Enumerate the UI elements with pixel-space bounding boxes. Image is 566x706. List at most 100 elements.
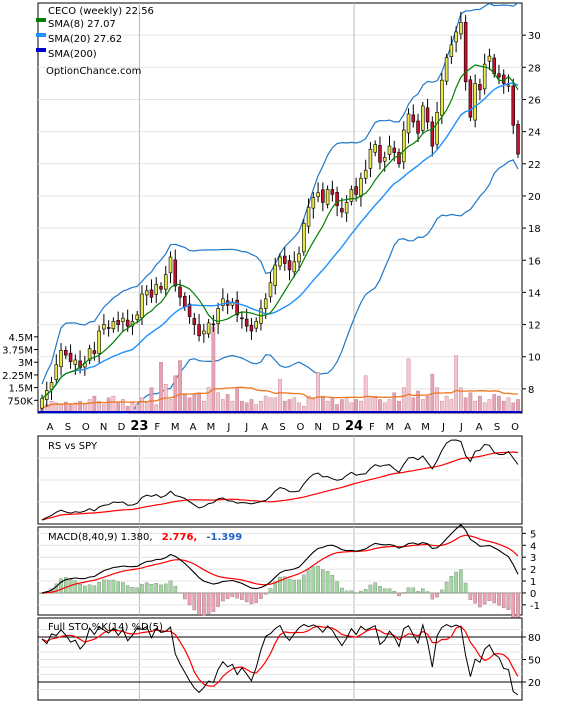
macd-histogram-bar (430, 592, 435, 600)
volume-bar (363, 375, 368, 414)
legend-swatch-sma20 (36, 33, 46, 37)
volume-bar (378, 399, 382, 414)
volume-bar (449, 399, 454, 414)
price-tick-label: 8 (528, 385, 534, 396)
macd-hist-value: -1.399 (206, 532, 242, 543)
macd-tick-label: 2 (530, 565, 536, 576)
macd-histogram-bar (121, 582, 125, 594)
macd-histogram-bar (183, 592, 187, 600)
macd-histogram-bar (221, 592, 225, 602)
candle-body (449, 44, 454, 58)
candle-body (97, 330, 101, 354)
volume-bar (478, 395, 482, 414)
macd-histogram-bar (102, 579, 106, 594)
x-axis-label: M (385, 422, 394, 433)
rs-average-line (41, 451, 519, 521)
macd-histogram-bar (73, 580, 78, 594)
macd-tick-label: -1 (530, 601, 540, 612)
macd-histogram-bar (192, 592, 197, 611)
candle-body (249, 324, 254, 332)
sto-tick-label: 80 (528, 633, 541, 644)
macd-value: MACD(8,40,9) 1.380, (48, 532, 153, 543)
x-axis-label: F (369, 422, 375, 433)
macd-histogram-bar (116, 581, 120, 594)
volume-bar (344, 397, 349, 414)
macd-histogram-bar (282, 576, 287, 594)
volume-bar (268, 397, 273, 414)
macd-histogram-bar (340, 587, 344, 594)
sto-k-line (41, 622, 519, 696)
macd-histogram-bar (392, 591, 397, 594)
macd-tick-label: 1 (530, 577, 536, 588)
price-panel (37, 2, 523, 414)
sto-title: Full STO %K(14) %D(5) (48, 622, 163, 633)
sma20-line (41, 82, 519, 400)
price-tick-label: 28 (528, 63, 541, 74)
candle-body (482, 63, 487, 90)
legend-sma200: SMA(200) (48, 49, 97, 60)
x-axis-label: J (441, 422, 445, 433)
legend-swatch-sma8 (36, 18, 46, 22)
macd-histogram-bar (292, 579, 297, 594)
macd-histogram-bar (273, 581, 278, 594)
candle-body (401, 129, 406, 163)
macd-histogram-bar (468, 592, 473, 600)
candle-body (40, 398, 44, 409)
volume-bar (187, 397, 192, 414)
macd-histogram-bar (335, 581, 339, 594)
candle-body (64, 349, 68, 356)
macd-histogram-bar (78, 584, 82, 594)
volume-tick-label: 3.75M (2, 346, 33, 357)
volume-bar (173, 375, 178, 414)
macd-line (41, 524, 519, 594)
macd-histogram-bar (511, 592, 516, 620)
macd-histogram-bar (87, 584, 92, 594)
candle-body (178, 286, 182, 298)
candle-body (273, 264, 278, 286)
macd-histogram-bar (440, 589, 444, 594)
candle-body (387, 145, 392, 155)
volume-bar (425, 395, 430, 414)
candle-body (330, 189, 335, 195)
volume-bar (368, 397, 373, 414)
candle-body (282, 255, 287, 264)
macd-histogram-bar (144, 582, 149, 594)
macd-histogram-bar (111, 579, 116, 594)
candle-body (121, 317, 125, 322)
x-axis-label: D (332, 422, 340, 433)
macd-histogram-bar (92, 585, 97, 594)
candle-body (411, 114, 416, 123)
volume-bar (487, 399, 492, 414)
volume-bar (221, 399, 225, 414)
macd-histogram-bar (416, 591, 420, 594)
macd-histogram-bar (421, 588, 425, 594)
candle-body (359, 177, 363, 197)
candle-body (102, 324, 106, 330)
macd-histogram-bar (306, 569, 311, 594)
macd-histogram-bar (163, 583, 168, 594)
volume-bar (497, 395, 501, 414)
sto-grid (38, 618, 522, 700)
candle-body (487, 55, 492, 62)
watermark: OptionChance.com (46, 66, 141, 77)
candle-body (463, 21, 468, 83)
candle-body (135, 314, 139, 320)
macd-histogram-bar (225, 592, 230, 599)
x-axis-label: J (459, 422, 463, 433)
macd-histogram-bar (240, 592, 244, 600)
macd-tick-label: 5 (530, 529, 536, 540)
macd-histogram-bar (268, 588, 273, 594)
candle-body (454, 31, 458, 43)
candle-body (349, 189, 354, 202)
volume-bar (406, 358, 411, 414)
macd-histogram-bar (487, 592, 492, 602)
macd-histogram-bar (316, 565, 320, 594)
volume-tick-label: 1.5M (8, 384, 33, 395)
macd-histogram-bar (321, 569, 325, 594)
candle-body (444, 57, 449, 82)
x-axis-label: 23 (130, 419, 148, 434)
candle-body (368, 149, 373, 169)
candle-body (406, 113, 411, 134)
macd-histogram-bar (135, 587, 139, 594)
macd-histogram-bar (349, 590, 354, 594)
